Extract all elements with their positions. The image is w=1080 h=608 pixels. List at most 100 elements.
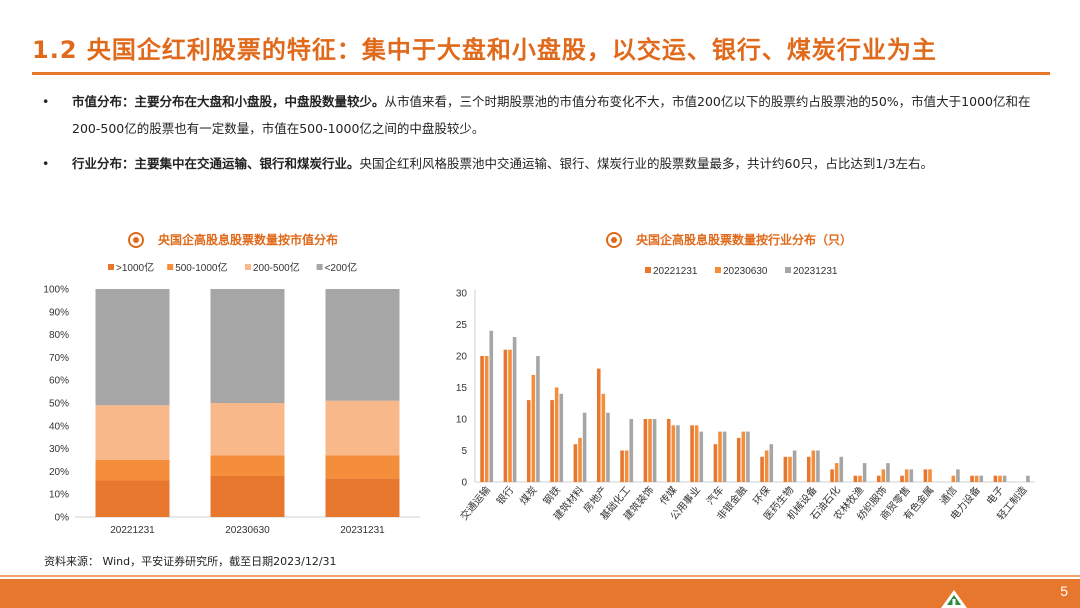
bar bbox=[783, 456, 788, 482]
bar bbox=[536, 356, 540, 482]
bar-segment bbox=[210, 475, 285, 517]
bar bbox=[736, 437, 741, 482]
bar bbox=[722, 431, 727, 482]
chart-title-text: 央国企高股息股票数量按行业分布（只） bbox=[636, 233, 853, 247]
bar-segment bbox=[210, 403, 285, 456]
bar bbox=[699, 431, 704, 482]
x-tick-label: 煤炭 bbox=[517, 484, 540, 508]
bar bbox=[508, 349, 512, 482]
bar bbox=[718, 431, 722, 482]
legend-label: 20221231 bbox=[653, 266, 698, 277]
bar bbox=[839, 456, 844, 482]
bar bbox=[713, 444, 718, 482]
bar bbox=[956, 469, 960, 482]
legend-label: 200-500亿 bbox=[253, 261, 300, 274]
bullet-market-cap: • 市值分布：主要分布在大盘和小盘股，中盘股数量较少。从市值来看，三个时期股票池… bbox=[42, 88, 1032, 142]
bar bbox=[531, 374, 536, 482]
legend-swatch bbox=[715, 267, 721, 273]
bar-segment bbox=[325, 478, 400, 517]
bar bbox=[811, 450, 816, 482]
bar bbox=[624, 450, 629, 482]
legend-swatch bbox=[785, 267, 791, 273]
bar bbox=[928, 469, 932, 482]
bar bbox=[648, 419, 652, 482]
x-tick-label: 银行 bbox=[493, 484, 516, 508]
market-cap-stacked-chart: >1000亿 500-1000亿 200-500亿 <200亿 0% 10% 20% 30% 4… bbox=[43, 261, 420, 536]
bullet-dot-icon: • bbox=[42, 156, 50, 171]
bar bbox=[690, 425, 694, 482]
y-tick-label: 60% bbox=[49, 376, 69, 387]
bar bbox=[904, 469, 909, 482]
bar bbox=[676, 425, 680, 482]
bar bbox=[886, 463, 890, 482]
bar bbox=[792, 450, 797, 482]
bar-segment bbox=[95, 405, 170, 460]
y-tick-label: 100% bbox=[43, 285, 69, 296]
y-tick-label: 0 bbox=[461, 478, 467, 489]
x-tick-label: 钢铁 bbox=[540, 484, 563, 508]
bar bbox=[830, 469, 834, 482]
x-tick-label: 20221231 bbox=[110, 525, 155, 536]
bullet-dot-icon: • bbox=[42, 94, 50, 109]
bar bbox=[489, 330, 494, 482]
bar bbox=[923, 469, 928, 482]
bar bbox=[909, 469, 914, 482]
y-tick-label: 40% bbox=[49, 421, 69, 432]
radio-bullet-icon bbox=[606, 232, 622, 248]
bar bbox=[788, 456, 792, 482]
title-divider bbox=[32, 72, 1050, 75]
chart-title-industry: 央国企高股息股票数量按行业分布（只） bbox=[606, 231, 852, 248]
x-tick-label: 交通运输 bbox=[457, 484, 493, 523]
bar-segment bbox=[95, 480, 170, 517]
y-tick-label: 70% bbox=[49, 353, 69, 364]
page-title: 1.2 央国企红利股票的特征：集中于大盘和小盘股，以交运、银行、煤炭行业为主 bbox=[32, 36, 937, 64]
bar bbox=[484, 356, 489, 482]
bullet-text: 从市值来看，三个时期股票池的市值分布变化不大，市值200亿以下的股票约占股票池的… bbox=[72, 94, 1031, 136]
bullet-industry: • 行业分布：主要集中在交通运输、银行和煤炭行业。央国企红利风格股票池中交通运输… bbox=[42, 150, 1032, 177]
x-tick-label: 汽车 bbox=[703, 484, 726, 508]
legend-label: <200亿 bbox=[325, 261, 358, 274]
bar bbox=[876, 475, 881, 482]
legend-swatch bbox=[108, 264, 114, 270]
y-tick-label: 80% bbox=[49, 330, 69, 341]
bar bbox=[881, 469, 886, 482]
bar bbox=[769, 444, 774, 482]
legend-swatch bbox=[645, 267, 651, 273]
bar bbox=[862, 463, 867, 482]
y-tick-label: 30% bbox=[49, 444, 69, 455]
bar bbox=[666, 419, 671, 482]
x-tick-label: 通信 bbox=[938, 484, 960, 507]
bar bbox=[746, 431, 750, 482]
y-tick-label: 50% bbox=[49, 399, 69, 410]
bar bbox=[806, 456, 811, 482]
bar bbox=[559, 393, 564, 482]
bar bbox=[1002, 475, 1007, 482]
bar-segment bbox=[210, 289, 285, 403]
bar-segment bbox=[95, 460, 170, 481]
bar bbox=[974, 475, 979, 482]
bar bbox=[858, 475, 862, 482]
bar bbox=[816, 450, 820, 482]
y-tick-label: 20 bbox=[456, 352, 468, 363]
x-tick-label: 电子 bbox=[983, 484, 1006, 508]
bullet-text: 央国企红利风格股票池中交通运输、银行、煤炭行业的股票数量最多，共计约60只，占比… bbox=[359, 156, 934, 171]
bar-segment bbox=[325, 289, 400, 401]
bar bbox=[526, 400, 531, 482]
page-number: 5 bbox=[1060, 583, 1068, 599]
bar bbox=[760, 456, 764, 482]
bar bbox=[596, 368, 601, 482]
bar bbox=[694, 425, 699, 482]
bar bbox=[582, 412, 587, 482]
bar bbox=[853, 475, 858, 482]
y-tick-label: 30 bbox=[456, 289, 468, 300]
legend-swatch bbox=[167, 264, 174, 270]
chart-title-text: 央国企高股息股票数量按市值分布 bbox=[158, 233, 339, 247]
bar bbox=[834, 463, 839, 482]
bullet-lead: 行业分布：主要集中在交通运输、银行和煤炭行业。 bbox=[72, 156, 360, 171]
bar-segment bbox=[325, 455, 400, 479]
x-tick-label: 20231231 bbox=[340, 525, 385, 536]
bar bbox=[671, 425, 676, 482]
y-tick-label: 25 bbox=[456, 320, 468, 331]
bar bbox=[573, 444, 578, 482]
x-tick-label: 传媒 bbox=[658, 484, 680, 507]
